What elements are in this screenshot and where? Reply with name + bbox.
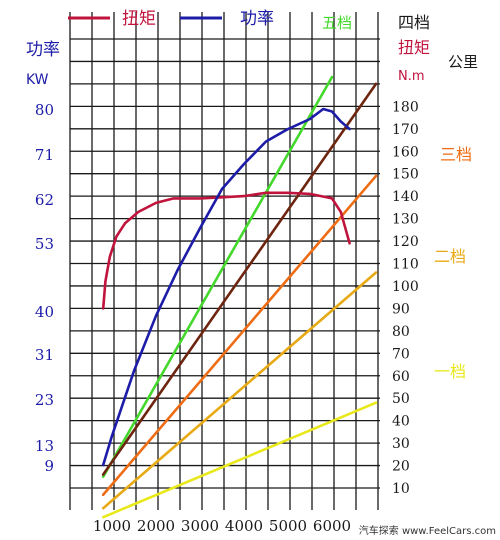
gear-label: 一档 (434, 362, 466, 381)
chart-grid (69, 12, 380, 510)
gear-label: 五档 (322, 14, 352, 32)
left-axis-unit: KW (26, 72, 49, 88)
legend-label: 功率 (240, 9, 274, 29)
left-tick-label: 71 (35, 146, 54, 164)
chart-labels: 扭矩 功率功率KW91323314053627180四档扭矩N.m10203040… (26, 9, 496, 537)
right-tick-label: 180 (392, 99, 419, 115)
right-tick-label: 150 (392, 167, 419, 183)
right-tick-label: 70 (392, 346, 410, 362)
torque-curve (101, 191, 351, 310)
legend-label: 扭矩 (122, 9, 156, 29)
left-tick-label: 53 (35, 235, 54, 253)
right-tick-label: 100 (392, 279, 419, 295)
right-axis-unit: N.m (398, 69, 425, 84)
speed-axis-label: 公里 (448, 53, 478, 71)
x-tick-label: 4000 (225, 517, 263, 535)
gear-label: 二档 (434, 247, 466, 266)
left-tick-label: 23 (35, 391, 54, 409)
power-curve (101, 107, 351, 467)
right-tick-label: 10 (392, 481, 410, 497)
right-tick-label: 20 (392, 459, 410, 475)
gear-line (101, 271, 378, 510)
x-tick-label: 1000 (93, 517, 131, 535)
left-tick-label: 62 (35, 191, 54, 209)
left-tick-label: 13 (35, 437, 54, 455)
left-tick-label: 40 (35, 303, 54, 321)
right-tick-label: 60 (392, 369, 410, 385)
gear-line (101, 174, 378, 497)
x-tick-label: 2000 (137, 517, 175, 535)
x-tick-label: 3000 (181, 517, 219, 535)
gear-line (101, 401, 378, 519)
right-tick-label: 30 (392, 436, 410, 452)
gear-line (101, 75, 334, 479)
right-tick-label: 140 (392, 189, 419, 205)
left-tick-label: 80 (35, 101, 54, 119)
left-axis-title: 功率 (26, 40, 60, 60)
right-tick-label: 40 (392, 414, 410, 430)
right-tick-label: 120 (392, 234, 419, 250)
right-tick-label: 90 (392, 301, 410, 317)
left-tick-label: 9 (44, 457, 54, 475)
left-tick-label: 31 (35, 346, 54, 364)
right-tick-label: 50 (392, 391, 410, 407)
right-tick-label: 130 (392, 212, 419, 228)
gear-label: 四档 (398, 13, 430, 32)
right-tick-label: 110 (392, 257, 419, 273)
gear-line (101, 82, 378, 476)
x-tick-label: 6000 (313, 517, 351, 535)
x-tick-label: 5000 (269, 517, 307, 535)
right-tick-label: 80 (392, 324, 410, 340)
right-tick-label: 160 (392, 144, 419, 160)
gear-label: 三档 (440, 145, 472, 164)
chart-lines (101, 75, 378, 519)
right-axis-title: 扭矩 (398, 38, 430, 57)
watermark: 汽车探索 www.FeelCars.com (359, 524, 496, 537)
right-tick-label: 170 (392, 122, 419, 138)
